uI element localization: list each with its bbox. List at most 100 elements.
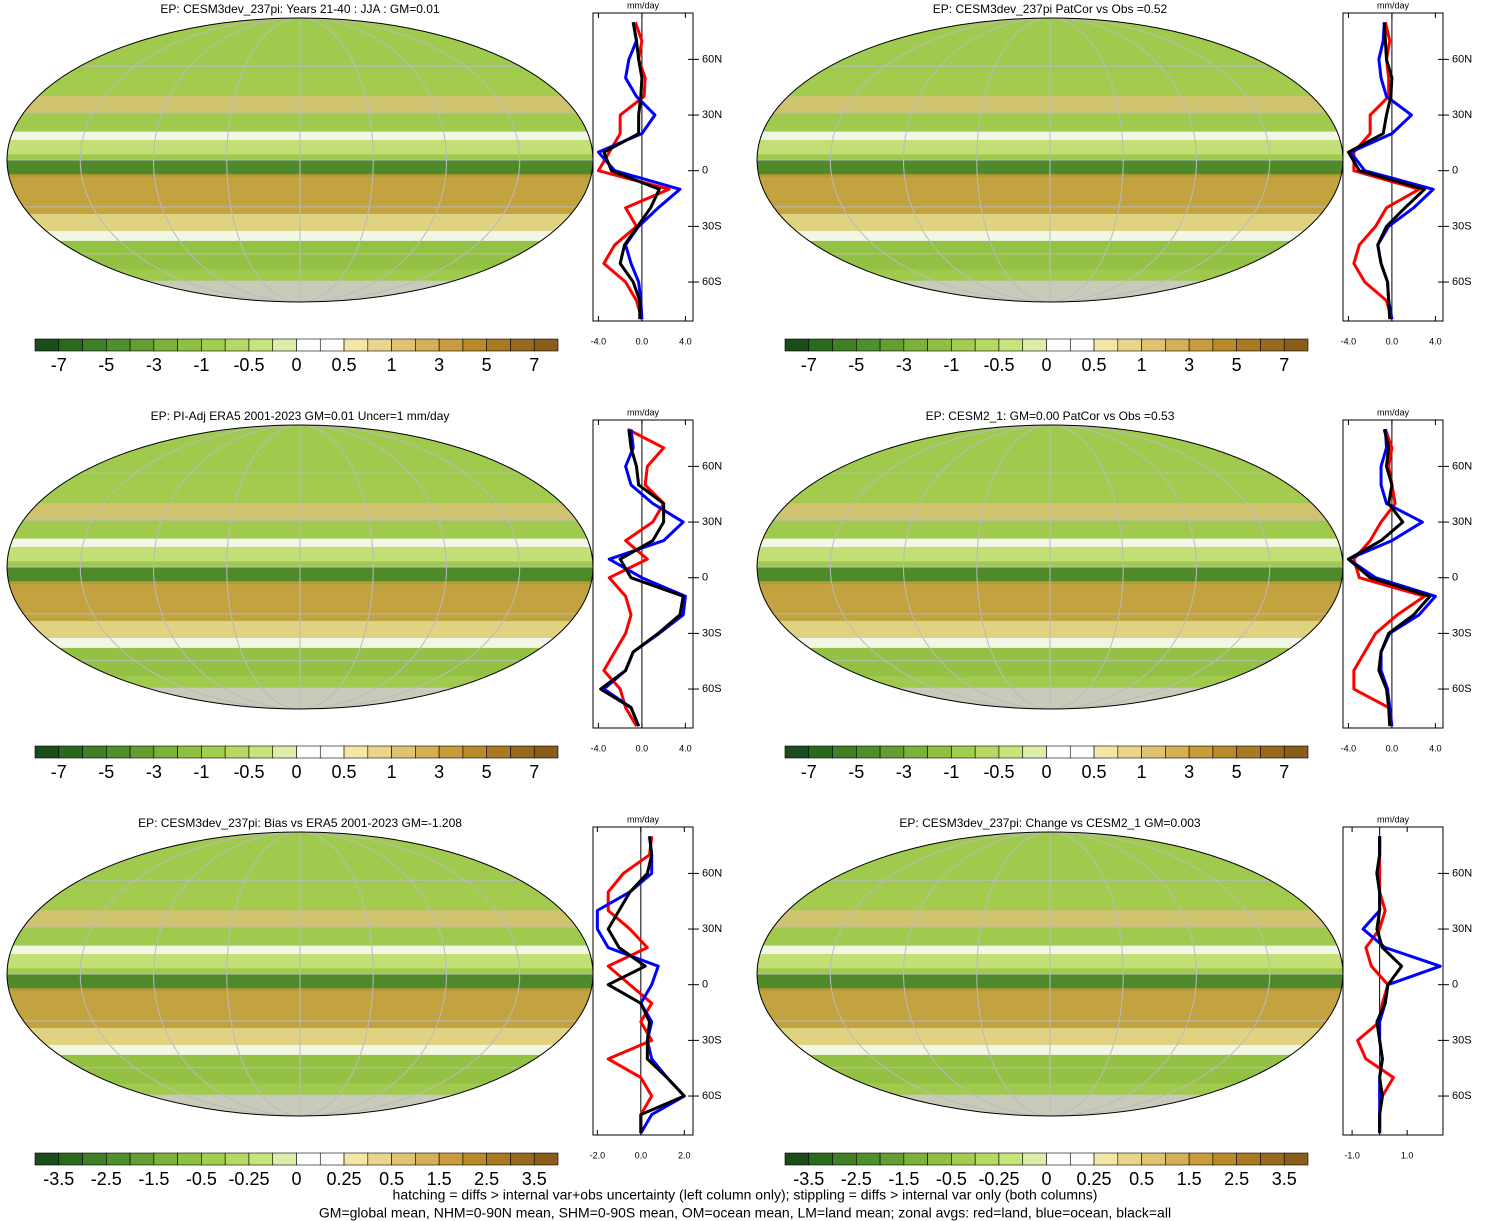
colorbar-box xyxy=(1022,1152,1047,1166)
colorbar-label: -0.5 xyxy=(233,762,264,782)
colorbar-box xyxy=(1141,1152,1166,1166)
y-tick-label: 60N xyxy=(1452,867,1472,879)
y-tick-label: 60N xyxy=(1452,53,1472,65)
colorbar-box xyxy=(808,745,833,759)
colorbar-label: 0 xyxy=(1041,762,1051,782)
y-tick-label: 0 xyxy=(702,572,708,584)
colorbar-label: 0.25 xyxy=(1077,1169,1112,1189)
colorbar-label: 3 xyxy=(1184,355,1194,375)
colorbar-box xyxy=(510,338,535,352)
colorbar-box xyxy=(879,1152,905,1166)
y-tick-label: 30S xyxy=(702,1034,722,1046)
colorbar-label: 5 xyxy=(482,355,492,375)
colorbar-box xyxy=(856,338,881,352)
colorbar-box xyxy=(510,1152,535,1166)
colorbar-box xyxy=(106,338,131,352)
map-field xyxy=(7,425,593,709)
y-tick-label: 30N xyxy=(1452,109,1472,121)
colorbar-box xyxy=(1283,338,1309,352)
colorbar-box xyxy=(153,338,178,352)
colorbar-box xyxy=(34,1152,60,1166)
profile-line xyxy=(602,22,661,320)
profile-frame xyxy=(1342,826,1444,1136)
colorbar-box xyxy=(808,338,833,352)
y-tick-label: 30N xyxy=(702,109,722,121)
y-tick-label: 30S xyxy=(1452,627,1472,639)
x-axis-label: mm/day xyxy=(627,407,660,417)
colorbar-label: 0.5 xyxy=(1082,355,1107,375)
colorbar-box xyxy=(272,745,297,759)
colorbar-box xyxy=(832,1152,857,1166)
colorbar-label: 0 xyxy=(291,1169,301,1189)
profile-line xyxy=(1346,22,1427,320)
colorbar-label: 5 xyxy=(1232,355,1242,375)
profile-frame xyxy=(592,419,694,729)
map-title: EP: CESM3dev_237pi PatCor vs Obs =0.52 xyxy=(933,2,1168,16)
map-title: EP: CESM3dev_237pi: Years 21-40 : JJA : … xyxy=(160,2,439,16)
y-tick-label: 30N xyxy=(702,923,722,935)
colorbar-box xyxy=(486,745,511,759)
x-tick-label: 0.0 xyxy=(636,336,649,346)
colorbar-box xyxy=(927,745,952,759)
profile-line xyxy=(1361,836,1442,1134)
colorbar-box xyxy=(34,338,60,352)
colorbar-box xyxy=(438,338,464,352)
colorbar-box xyxy=(856,1152,881,1166)
colorbar-label: 1 xyxy=(1137,762,1147,782)
colorbar-label: 0.5 xyxy=(1129,1169,1154,1189)
map-field xyxy=(7,18,593,302)
colorbar-label: 0.5 xyxy=(379,1169,404,1189)
colorbar-box xyxy=(129,1152,155,1166)
colorbar-box xyxy=(927,1152,952,1166)
colorbar-box xyxy=(34,745,60,759)
colorbar-label: 3 xyxy=(434,762,444,782)
colorbar-box xyxy=(391,1152,416,1166)
colorbar-label: -1 xyxy=(943,355,959,375)
map-field xyxy=(757,832,1343,1116)
colorbar-box xyxy=(319,1152,345,1166)
colorbar-box xyxy=(129,745,155,759)
profile-line xyxy=(1346,428,1432,727)
colorbar-box xyxy=(1212,745,1237,759)
meridian xyxy=(903,425,1197,709)
colorbar-box xyxy=(1046,745,1071,759)
profile-line xyxy=(1352,21,1421,320)
colorbar-label: -3 xyxy=(146,762,162,782)
colorbar-box xyxy=(533,745,559,759)
colorbar-box xyxy=(927,338,952,352)
colorbar-box xyxy=(1236,1152,1261,1166)
colorbar-box xyxy=(1212,1152,1237,1166)
colorbar-box xyxy=(1022,338,1047,352)
x-axis-label: mm/day xyxy=(1377,0,1410,10)
colorbar-box xyxy=(998,1152,1024,1166)
colorbar-box xyxy=(272,1152,297,1166)
colorbar-box xyxy=(367,745,392,759)
colorbar-box xyxy=(438,745,464,759)
colorbar-box xyxy=(1260,338,1285,352)
y-tick-label: 60S xyxy=(1452,1090,1472,1102)
y-tick-label: 0 xyxy=(1452,979,1458,991)
colorbar-box xyxy=(415,338,440,352)
y-tick-label: 0 xyxy=(702,979,708,991)
profile-frame xyxy=(592,826,694,1136)
colorbar-box xyxy=(319,338,345,352)
colorbar-label: 3.5 xyxy=(522,1169,547,1189)
colorbar-box xyxy=(177,338,202,352)
x-tick-label: 0.0 xyxy=(635,1150,648,1160)
colorbar-box xyxy=(856,745,881,759)
colorbar-label: -7 xyxy=(51,355,67,375)
colorbar-box xyxy=(533,1152,559,1166)
colorbar-label: 5 xyxy=(1232,762,1242,782)
y-tick-label: 30N xyxy=(702,516,722,528)
colorbar-box xyxy=(1260,1152,1285,1166)
colorbar-box xyxy=(951,338,976,352)
colorbar-box xyxy=(248,745,274,759)
colorbar-box xyxy=(1069,1152,1095,1166)
colorbar-label: -0.25 xyxy=(978,1169,1019,1189)
colorbar-box xyxy=(129,338,155,352)
colorbar-label: -2.5 xyxy=(841,1169,872,1189)
map-title: EP: CESM2_1: GM=0.00 PatCor vs Obs =0.53 xyxy=(926,409,1175,423)
colorbar-box xyxy=(784,338,810,352)
